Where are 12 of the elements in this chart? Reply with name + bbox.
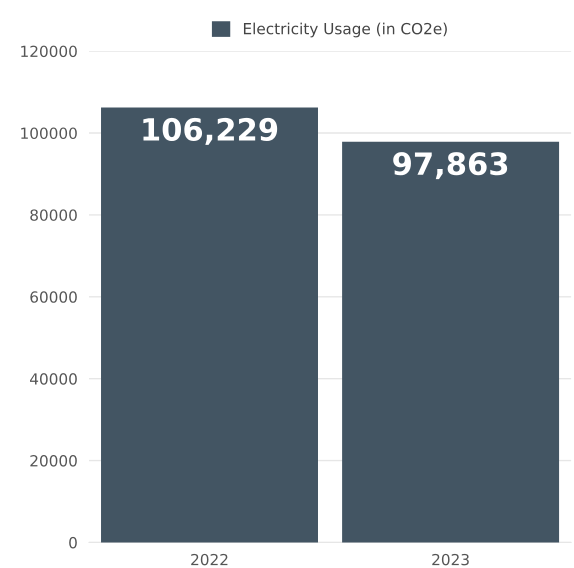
legend-label: Electricity Usage (in CO2e) bbox=[244, 22, 447, 38]
y-tick-label: 20000 bbox=[30, 455, 77, 467]
data-label: 97,863 bbox=[393, 152, 508, 180]
y-tick-label: 0 bbox=[69, 536, 77, 548]
x-tick-label: 2022 bbox=[191, 554, 228, 566]
y-tick-label: 40000 bbox=[30, 373, 77, 385]
y-tick-label: 120000 bbox=[21, 46, 77, 58]
y-tick-label: 100000 bbox=[21, 127, 77, 140]
y-tick-label: 60000 bbox=[30, 291, 77, 303]
data-label: 106,229 bbox=[143, 118, 278, 145]
x-tick-label: 2023 bbox=[432, 554, 469, 566]
y-tick-label: 80000 bbox=[30, 209, 77, 221]
